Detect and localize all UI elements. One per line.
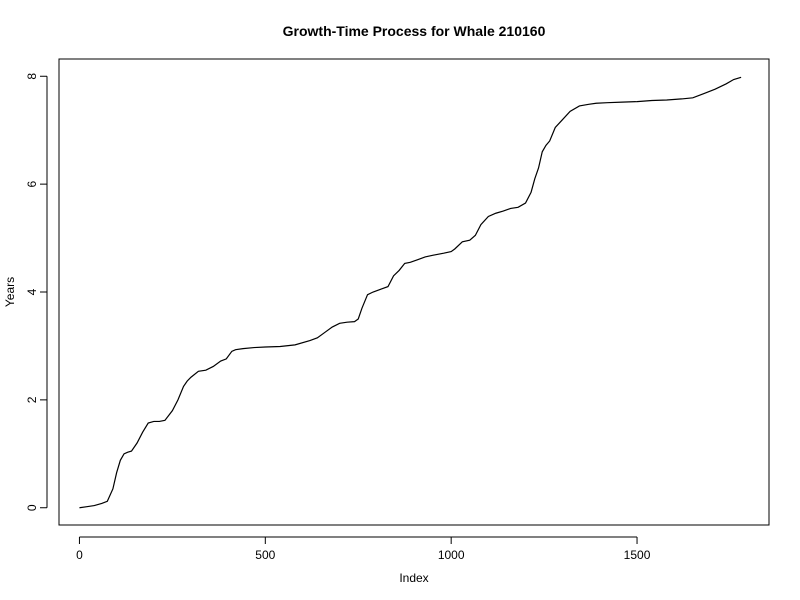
y-tick-label: 2 — [25, 396, 39, 403]
y-tick-label: 6 — [25, 180, 39, 187]
x-tick-label: 0 — [76, 548, 83, 562]
x-axis-label: Index — [399, 571, 428, 585]
series-line — [79, 76, 742, 509]
x-tick-label: 1500 — [624, 548, 651, 562]
chart-title: Growth-Time Process for Whale 210160 — [283, 23, 546, 39]
y-axis: 0 2 4 6 8 — [25, 73, 48, 511]
y-tick-label: 0 — [25, 504, 39, 511]
plot-frame — [58, 58, 770, 526]
x-tick-label: 1000 — [438, 548, 465, 562]
y-tick-label: 8 — [25, 73, 39, 80]
x-tick-label: 500 — [255, 548, 275, 562]
y-tick-label: 4 — [25, 288, 39, 295]
x-axis: 0 500 1000 1500 — [76, 536, 651, 562]
y-axis-label: Years — [3, 277, 17, 307]
